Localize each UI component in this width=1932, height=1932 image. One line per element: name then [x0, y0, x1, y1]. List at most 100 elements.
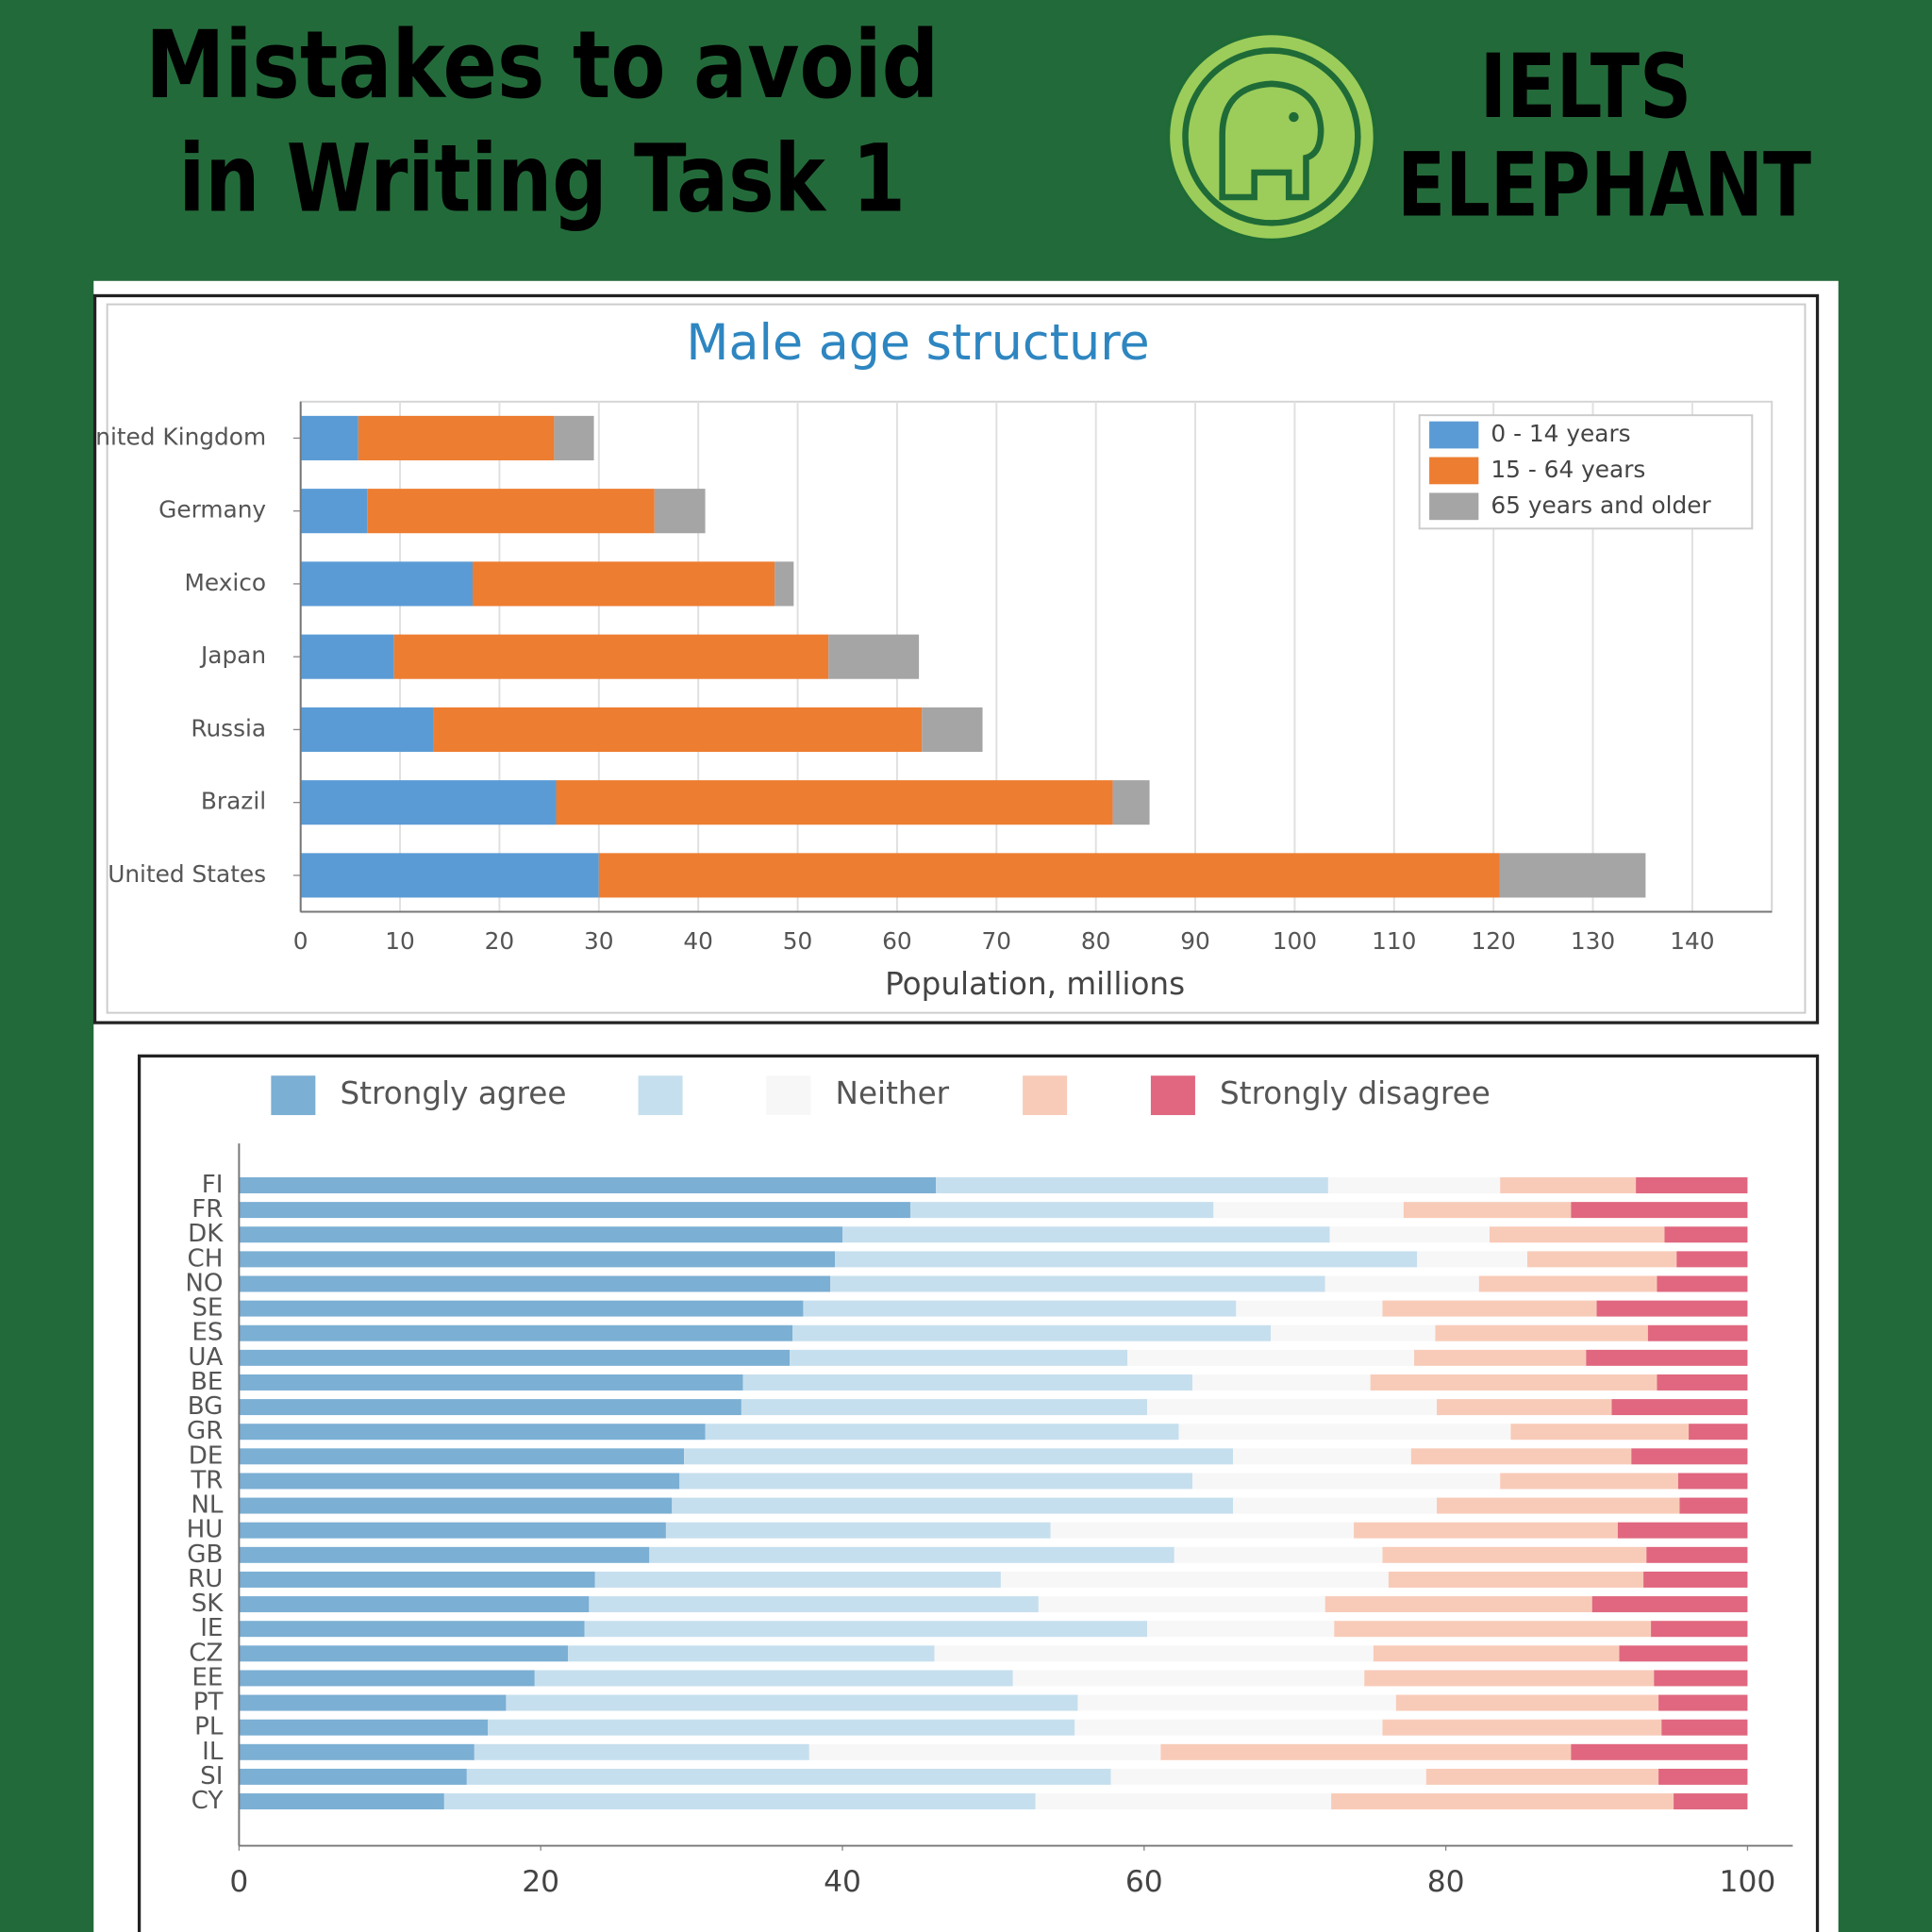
x-tick-label: 30 [584, 927, 614, 955]
y-tick-label: PL [194, 1713, 224, 1741]
x-tick-label: 40 [824, 1865, 861, 1899]
bar-segment [1478, 1275, 1657, 1292]
bar-segment [1651, 1621, 1748, 1638]
bar-segment [1324, 1275, 1479, 1292]
bar-segment [1510, 1424, 1690, 1441]
bar-segment [1382, 1300, 1597, 1317]
bar-segment [239, 1768, 467, 1785]
bar-segment [1617, 1522, 1748, 1539]
legend-label: 15 - 64 years [1491, 456, 1645, 483]
bar-segment [1331, 1793, 1674, 1810]
y-tick-label: HU [187, 1516, 224, 1544]
bar-segment [934, 1645, 1374, 1662]
bar-segment [684, 1448, 1234, 1465]
bar-segment [1403, 1202, 1572, 1219]
bar-segment [367, 489, 655, 534]
chart: Male age structure 0 10 20 30 40 50 60 70 80 90 100… [96, 315, 1774, 1002]
legend-label: Strongly agree [340, 1075, 566, 1111]
bar-segment [443, 1793, 1036, 1810]
chart-title: Male age structure [686, 315, 1149, 372]
bar-segment [239, 1497, 673, 1514]
bar-segment [1611, 1399, 1748, 1416]
bar-segment [239, 1226, 843, 1243]
bar-segment [1329, 1226, 1490, 1243]
y-tick-label: Russia [191, 714, 266, 741]
bar-segment [239, 1374, 743, 1391]
x-tick-label: 110 [1372, 927, 1416, 955]
y-tick-label: NO [185, 1269, 223, 1297]
x-tick-label: 20 [522, 1865, 559, 1899]
bar-segment [1191, 1374, 1371, 1391]
bar-segment [1110, 1768, 1426, 1785]
x-tick-label: 10 [385, 927, 415, 955]
bar-segment [488, 1719, 1075, 1736]
bar-segment [300, 634, 394, 679]
bar-segment [239, 1719, 489, 1736]
bar-segment [1334, 1621, 1652, 1638]
bar-segment [1596, 1300, 1748, 1317]
bar-segment [239, 1251, 836, 1268]
brand-name: ELEPHANT [1397, 134, 1811, 237]
bar-segment [1677, 1473, 1748, 1490]
bar-segment [239, 1202, 910, 1219]
bar-segment [1489, 1226, 1665, 1243]
bar-segment [808, 1743, 1161, 1760]
bar-segment [300, 415, 358, 460]
x-tick-label: 50 [783, 927, 813, 955]
bar-segment [1414, 1349, 1587, 1366]
y-tick-label: SK [192, 1590, 225, 1618]
bar-segment [1213, 1202, 1404, 1219]
x-tick-label: 80 [1081, 927, 1111, 955]
bar-segment [790, 1349, 1128, 1366]
bar-segment [1437, 1497, 1680, 1514]
bar-segment [835, 1251, 1418, 1268]
y-tick-label: DK [188, 1220, 224, 1248]
bar-segment [1035, 1793, 1332, 1810]
bar-segment [1674, 1793, 1748, 1810]
bar-segment [1435, 1324, 1648, 1341]
bar-segment [1364, 1670, 1655, 1687]
bar-segment [589, 1596, 1039, 1613]
y-tick-label: SI [200, 1762, 223, 1790]
y-tick-label: PT [193, 1689, 225, 1717]
bar-segment [1147, 1399, 1438, 1416]
bar-segment [239, 1546, 650, 1563]
x-tick-label: 100 [1273, 927, 1317, 955]
bar-segment [239, 1596, 590, 1613]
x-tick-label: 0 [229, 1865, 248, 1899]
bar-segment [1654, 1670, 1748, 1687]
bar-segment [1233, 1448, 1411, 1465]
bar-segment [239, 1743, 475, 1760]
y-tick-label: CZ [189, 1639, 223, 1667]
bar-segment [393, 634, 829, 679]
bar-segment [1636, 1177, 1748, 1193]
bar-segment [1417, 1251, 1527, 1268]
chart-inner-frame [106, 303, 1807, 1014]
legend-swatch [1429, 492, 1479, 521]
bar-segment [1689, 1424, 1748, 1441]
y-tick-label: Brazil [201, 788, 266, 815]
y-tick-label: Mexico [185, 569, 267, 596]
bar-segment [1571, 1743, 1748, 1760]
bar-segment [1388, 1571, 1644, 1588]
y-tick-label: UA [188, 1343, 223, 1372]
y-tick-label: BE [191, 1368, 223, 1396]
legend-swatch [1429, 421, 1479, 449]
legend-label: 65 years and older [1491, 491, 1711, 519]
bar-segment [239, 1399, 741, 1416]
bar-segment [433, 707, 923, 752]
legend-label: Strongly disagree [1220, 1075, 1491, 1111]
bar-segment [1500, 1473, 1678, 1490]
y-tick-label: IL [202, 1738, 224, 1766]
bar-segment [1127, 1349, 1415, 1366]
bar-segment [584, 1621, 1148, 1638]
bar-segment [842, 1226, 1330, 1243]
bar-segment [239, 1300, 804, 1317]
bar-segment [534, 1670, 1013, 1687]
y-tick-label: DE [189, 1441, 224, 1470]
y-tick-label: SE [192, 1294, 223, 1323]
bar-segment [1112, 780, 1150, 825]
bar-segment [1191, 1473, 1501, 1490]
bar-segment [1646, 1546, 1748, 1563]
y-tick-label: GR [187, 1417, 223, 1445]
